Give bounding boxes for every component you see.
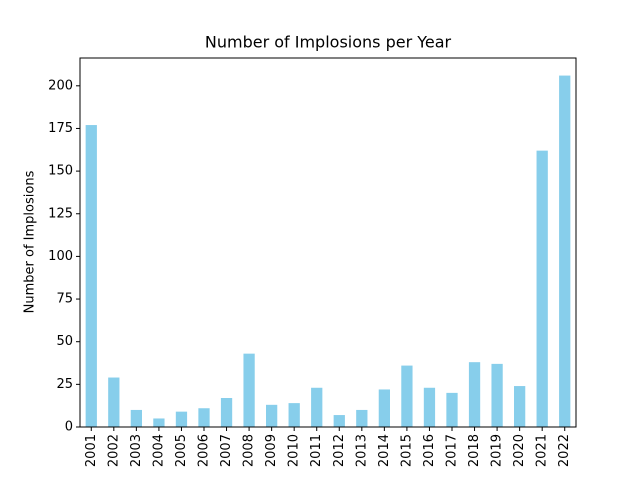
bar	[311, 387, 323, 427]
x-tick-label: 2002	[106, 434, 121, 467]
bar	[446, 392, 458, 427]
bar	[85, 125, 97, 428]
y-tick-label: 175	[48, 121, 73, 136]
y-axis-label: Number of Implosions	[23, 170, 38, 313]
bar	[536, 150, 548, 427]
bar	[108, 377, 120, 427]
x-tick-label: 2005	[174, 434, 189, 467]
y-tick-label: 75	[56, 292, 73, 307]
x-tick-label: 2017	[445, 434, 460, 467]
bar	[198, 408, 210, 427]
x-tick-label: 2019	[490, 434, 505, 467]
x-tick-label: 2007	[219, 434, 234, 467]
x-tick-label: 2021	[535, 434, 550, 467]
chart-title: Number of Implosions per Year	[205, 33, 452, 52]
x-tick-label: 2008	[242, 434, 257, 467]
x-tick-label: 2011	[309, 434, 324, 467]
bar	[423, 387, 436, 427]
x-tick-label: 2001	[84, 434, 99, 467]
bar	[333, 415, 345, 427]
x-tick-label: 2004	[151, 434, 166, 467]
x-tick-label: 2006	[197, 434, 212, 467]
bar	[401, 365, 413, 427]
y-tick-label: 50	[56, 334, 73, 349]
bar	[266, 404, 278, 427]
x-tick-label: 2012	[332, 434, 347, 467]
x-tick-label: 2018	[467, 434, 482, 467]
bar	[514, 386, 526, 427]
x-tick-label: 2014	[377, 434, 392, 467]
y-tick-label: 125	[48, 206, 73, 221]
bar	[153, 418, 165, 427]
bar	[220, 397, 233, 427]
x-tick-label: 2020	[512, 434, 527, 467]
bar	[491, 363, 503, 427]
x-tick-label: 2016	[422, 434, 437, 467]
x-tick-label: 2013	[354, 434, 369, 467]
x-tick-label: 2009	[264, 434, 279, 467]
bar	[243, 353, 255, 427]
bar	[175, 411, 188, 427]
bar	[378, 389, 390, 427]
x-tick-label: 2015	[399, 434, 414, 467]
y-tick-label: 25	[56, 377, 73, 392]
y-tick-label: 100	[48, 249, 73, 264]
bar	[559, 75, 571, 428]
plot-frame	[79, 57, 577, 428]
bar	[288, 403, 300, 427]
y-tick-label: 150	[48, 164, 73, 179]
bar	[468, 362, 481, 427]
bar	[130, 409, 142, 427]
x-tick-label: 2010	[287, 434, 302, 467]
y-tick-label: 0	[65, 420, 73, 435]
y-tick-label: 200	[48, 78, 73, 93]
x-tick-label: 2003	[129, 434, 144, 467]
x-tick-label: 2022	[557, 434, 572, 467]
bar	[356, 409, 368, 427]
